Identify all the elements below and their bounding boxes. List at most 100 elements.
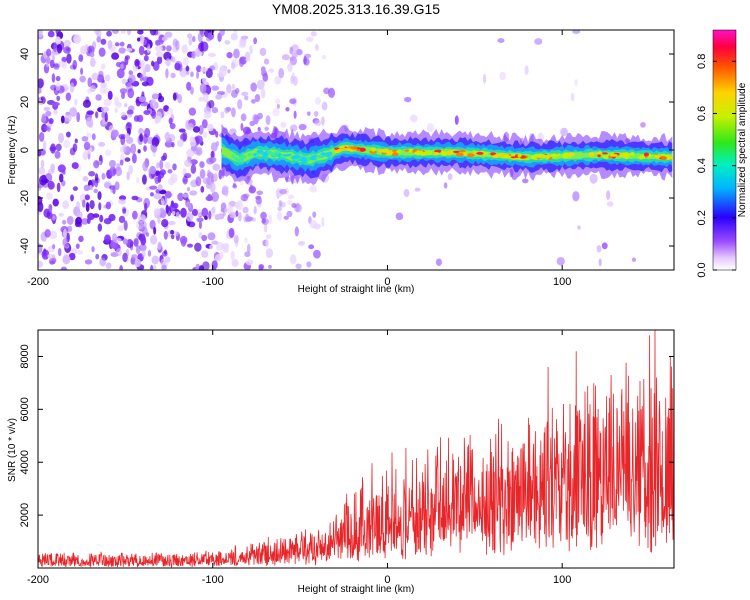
- colorbar-label: Normalized spectral amplitude: [737, 82, 748, 217]
- heatmap-noise-cell: [100, 38, 107, 45]
- heatmap-noise-cell: [140, 61, 146, 72]
- heatmap-noise-cell: [163, 51, 172, 61]
- heatmap-noise-cell: [229, 211, 237, 219]
- heatmap-noise-cell: [46, 48, 52, 57]
- heatmap-noise-cell: [265, 234, 272, 239]
- heatmap-noise-cell: [140, 235, 147, 246]
- heatmap-noise-cell: [263, 223, 268, 233]
- heatmap-noise-cell: [201, 207, 209, 218]
- heatmap-noise-cell: [254, 93, 261, 103]
- heatmap-noise-cell: [94, 173, 99, 182]
- heatmap-noise-cell: [285, 106, 290, 112]
- heatmap-noise-cell: [238, 41, 247, 49]
- heatmap-noise-cell: [161, 219, 169, 228]
- heatmap-noise-cell: [93, 160, 100, 169]
- heatmap-noise-cell: [435, 258, 442, 266]
- heatmap-noise-cell: [57, 247, 62, 257]
- heatmap-noise-cell: [119, 265, 124, 270]
- heatmap-noise-cell: [43, 106, 50, 112]
- heatmap-ridge-core: [413, 151, 420, 155]
- heatmap-noise-cell: [141, 174, 147, 185]
- heatmap-noise-cell: [165, 58, 171, 67]
- heatmap-noise-cell: [226, 83, 232, 94]
- heatmap-noise-cell: [410, 114, 418, 123]
- heatmap-noise-cell: [50, 143, 56, 154]
- heatmap-noise-cell: [155, 40, 164, 45]
- heatmap-noise-cell: [136, 176, 140, 184]
- heatmap-noise-cell: [116, 101, 122, 108]
- heatmap-noise-cell: [139, 133, 144, 142]
- heatmap-noise-cell: [96, 36, 102, 43]
- heatmap-noise-cell: [126, 30, 132, 36]
- heatmap-noise-cell: [249, 45, 253, 55]
- heatmap-noise-cell: [225, 106, 232, 112]
- heatmap-noise-cell: [51, 73, 56, 83]
- heatmap-noise-cell: [313, 249, 321, 259]
- heatmap-noise-cell: [80, 67, 84, 75]
- heatmap-ridge-core: [556, 153, 561, 157]
- heatmap-noise-cell: [219, 251, 224, 259]
- heatmap-noise-cell: [259, 47, 267, 56]
- heatmap-noise-cell: [218, 67, 227, 78]
- heatmap-ridge-core: [531, 156, 538, 160]
- heatmap-ridge-core: [231, 154, 236, 159]
- heatmap-noise-cell: [174, 62, 181, 71]
- heatmap-noise-cell: [55, 75, 61, 82]
- heatmap-noise-cell: [56, 182, 61, 193]
- heatmap-noise-cell: [118, 215, 126, 224]
- heatmap-ridge-core: [638, 155, 644, 160]
- heatmap-noise-cell: [86, 132, 91, 139]
- heatmap-noise-cell: [98, 47, 106, 57]
- heatmap-noise-cell: [76, 249, 84, 255]
- heatmap-noise-cell: [314, 43, 319, 51]
- heatmap-noise-cell: [122, 238, 129, 245]
- heatmap-noise-cell: [95, 253, 100, 260]
- heatmap-noise-cell: [244, 251, 251, 258]
- heatmap-noise-cell: [276, 103, 280, 109]
- heatmap-noise-cell: [104, 112, 108, 123]
- heatmap-noise-cell: [577, 225, 581, 230]
- heatmap-noise-cell: [499, 71, 506, 81]
- heatmap-noise-cell: [157, 241, 162, 251]
- heatmap-noise-cell: [122, 208, 127, 214]
- heatmap-noise-cell: [151, 137, 160, 147]
- heatmap-noise-cell: [199, 83, 207, 94]
- heatmap-noise-cell: [286, 210, 293, 218]
- heatmap-noise-cell: [240, 194, 249, 202]
- heatmap-noise-cell: [44, 229, 51, 238]
- heatmap-noise-cell: [74, 138, 78, 144]
- heatmap-noise-cell: [205, 195, 214, 202]
- heatmap-noise-cell: [170, 229, 175, 235]
- heatmap-noise-cell: [265, 248, 274, 258]
- y-tick-label: 6000: [19, 397, 31, 421]
- heatmap-noise-cell: [202, 131, 208, 138]
- heatmap-noise-cell: [186, 212, 194, 222]
- heatmap-noise-cell: [52, 215, 56, 222]
- x-tick-label: 100: [553, 574, 571, 586]
- heatmap-noise-cell: [307, 111, 311, 116]
- heatmap-noise-cell: [497, 38, 505, 43]
- heatmap-noise-cell: [233, 234, 239, 244]
- x-tick-label: -200: [27, 276, 49, 288]
- y-tick-label: 0: [19, 147, 31, 153]
- heatmap-noise-cell: [231, 107, 236, 118]
- heatmap-noise-cell: [184, 159, 192, 167]
- colorbar-tick-label: 0.0: [696, 262, 708, 277]
- heatmap-noise-cell: [120, 135, 126, 146]
- heatmap-ridge-core: [495, 154, 503, 157]
- heatmap-noise-cell: [235, 210, 239, 217]
- heatmap-noise-cell: [122, 252, 128, 263]
- heatmap-noise-cell: [245, 57, 251, 62]
- heatmap-noise-cell: [38, 260, 44, 268]
- heatmap-noise-cell: [190, 71, 194, 78]
- heatmap-noise-cell: [64, 114, 72, 123]
- heatmap-noise-cell: [560, 127, 568, 137]
- y-tick-label: 4000: [19, 450, 31, 474]
- heatmap-noise-cell: [121, 78, 128, 85]
- heatmap-noise-cell: [161, 155, 167, 161]
- heatmap-ridge-core: [339, 145, 346, 149]
- heatmap-ridge-core: [517, 153, 522, 158]
- heatmap-noise-cell: [91, 246, 95, 253]
- heatmap-noise-cell: [170, 72, 176, 79]
